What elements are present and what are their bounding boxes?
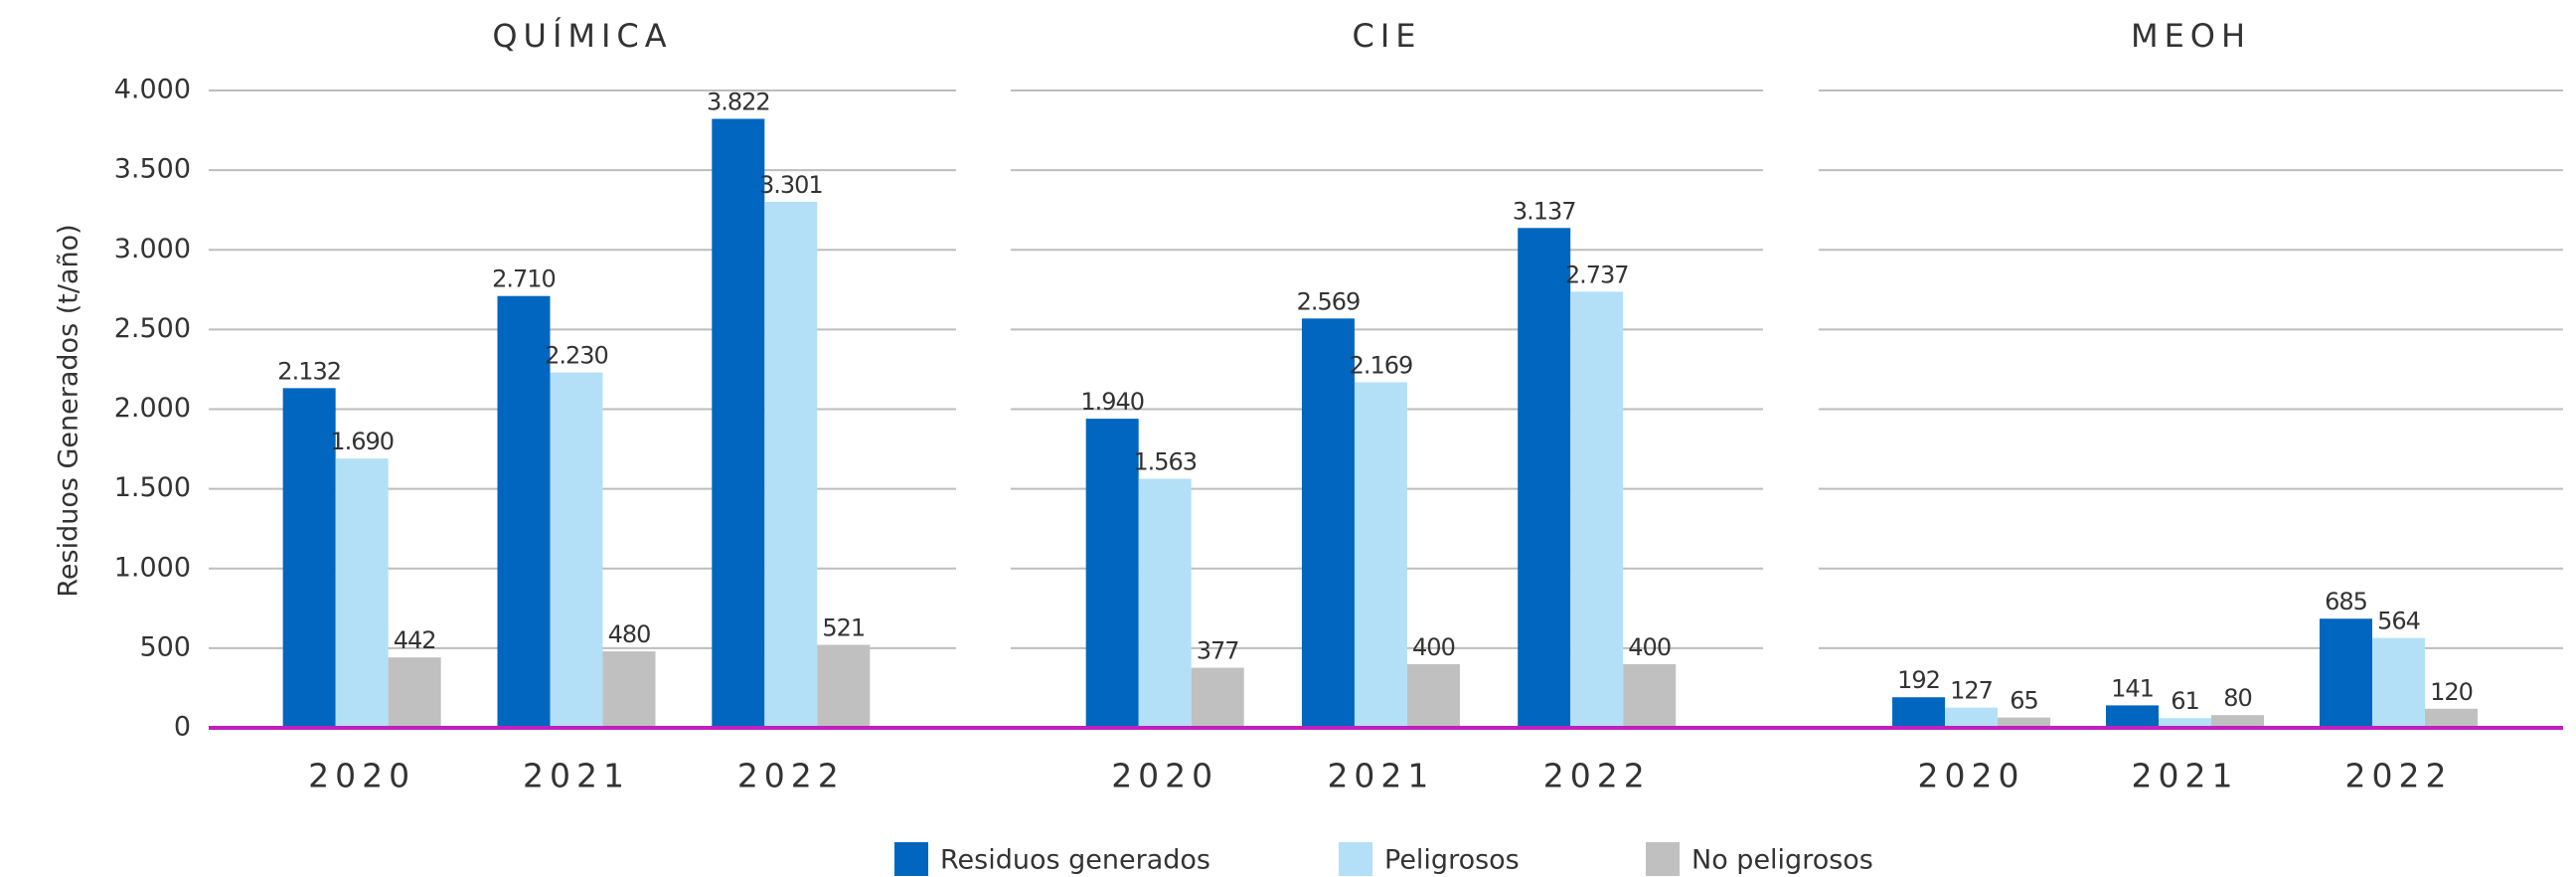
x-tick-label: 2022 [1543, 757, 1651, 795]
x-tick-label: 2021 [1327, 757, 1434, 795]
legend-label: No peligrosos [1691, 845, 1873, 876]
bar [550, 372, 603, 728]
bar [602, 651, 656, 728]
data-label: 192 [1897, 666, 1940, 694]
bar [817, 644, 871, 728]
x-tick-label: 2020 [1111, 757, 1218, 795]
panel-title: CIE [1353, 17, 1422, 55]
bar [2211, 715, 2265, 728]
data-label: 1.563 [1133, 448, 1197, 476]
y-tick-label: 4.000 [114, 75, 191, 105]
bar [1301, 318, 1355, 728]
bar [1892, 697, 1946, 728]
bar [1945, 707, 1999, 728]
data-label: 80 [2223, 684, 2252, 712]
data-label: 480 [608, 620, 651, 648]
data-label: 400 [1412, 633, 1455, 661]
bar [1085, 419, 1139, 728]
x-tick-label: 2022 [737, 757, 845, 795]
bar [1998, 717, 2051, 728]
bar [764, 202, 818, 728]
x-tick-label: 2021 [2132, 757, 2239, 795]
bar [497, 295, 551, 728]
data-label: 564 [2377, 608, 2420, 635]
data-label: 127 [1950, 677, 1993, 705]
data-label: 61 [2171, 687, 2199, 715]
y-axis-label: Residuos Generados (t/año) [54, 224, 84, 597]
x-tick-label: 2022 [2344, 757, 2452, 795]
y-tick-label: 0 [174, 712, 191, 743]
bar [1354, 382, 1407, 728]
legend-label: Peligrosos [1384, 845, 1520, 876]
data-label: 1.940 [1080, 388, 1144, 416]
x-tick-label: 2020 [308, 757, 415, 795]
data-label: 3.301 [759, 171, 823, 199]
bar [282, 388, 336, 728]
legend-swatch [894, 842, 928, 876]
x-tick-label: 2021 [523, 757, 630, 795]
bar [2424, 708, 2478, 728]
legend-swatch [1339, 842, 1372, 876]
panel-title: QUÍMICA [492, 17, 672, 55]
bar [712, 118, 765, 729]
data-label: 1.690 [330, 428, 394, 455]
data-label: 521 [822, 614, 865, 642]
data-label: 3.822 [707, 88, 770, 116]
data-label: 2.230 [545, 342, 608, 370]
y-tick-label: 2.500 [114, 313, 191, 344]
data-label: 2.132 [277, 357, 341, 385]
bar [1623, 663, 1677, 728]
data-label: 2.710 [492, 265, 556, 293]
data-label: 400 [1628, 633, 1671, 661]
bar [1138, 478, 1192, 728]
data-label: 685 [2325, 588, 2367, 615]
y-tick-label: 1.500 [114, 472, 191, 503]
x-tick-label: 2020 [1918, 757, 2025, 795]
data-label: 141 [2111, 674, 2154, 702]
bar [2371, 637, 2425, 728]
data-label: 2.169 [1350, 351, 1413, 379]
data-label: 2.569 [1297, 287, 1361, 315]
y-tick-label: 3.000 [114, 234, 191, 264]
bar [1518, 228, 1571, 728]
legend-label: Residuos generados [940, 845, 1210, 876]
panel-title: MEOH [2131, 17, 2251, 55]
bar [2106, 705, 2160, 728]
bar [335, 458, 389, 728]
y-tick-label: 2.000 [114, 393, 191, 424]
bar [388, 657, 441, 728]
data-label: 120 [2430, 678, 2473, 706]
legend-swatch [1646, 842, 1680, 876]
data-label: 3.137 [1513, 197, 1576, 225]
data-label: 377 [1197, 637, 1239, 665]
bar [1191, 667, 1244, 728]
data-label: 65 [2010, 687, 2038, 715]
y-tick-label: 1.000 [114, 552, 191, 583]
data-label: 442 [394, 626, 436, 654]
data-label: 2.737 [1565, 261, 1629, 288]
y-tick-label: 3.500 [114, 154, 191, 185]
bar [1570, 291, 1624, 728]
bar [2159, 718, 2212, 728]
bar [2319, 618, 2372, 728]
y-tick-label: 500 [139, 631, 191, 662]
bar [1406, 663, 1460, 728]
